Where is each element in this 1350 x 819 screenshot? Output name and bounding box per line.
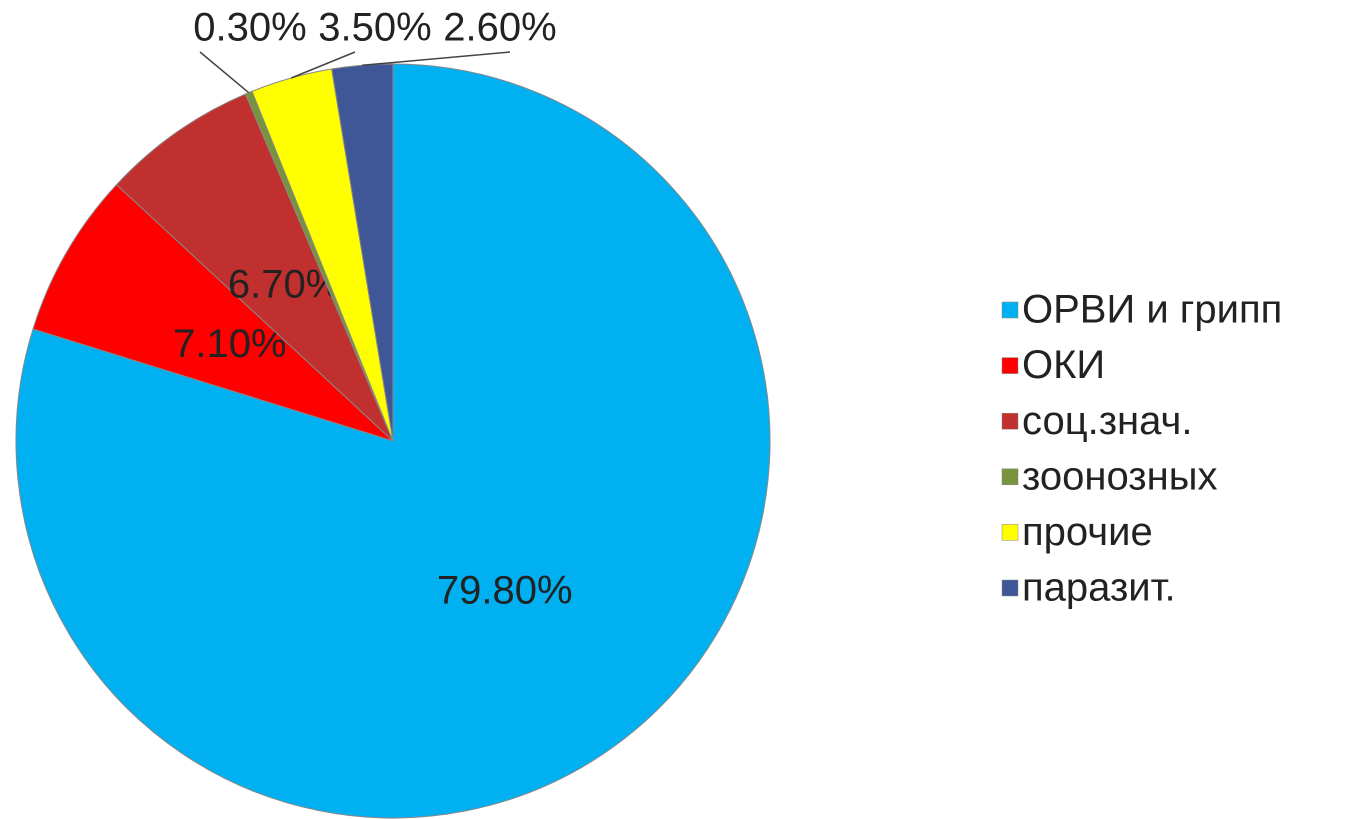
legend-swatch [1001,301,1019,319]
legend-swatch [1001,357,1019,374]
legend-swatch [1001,524,1019,541]
data-label: 7.10% [173,322,286,366]
legend-label: паразит. [1022,566,1176,610]
pie-slice [115,93,394,442]
legend-label: ОКИ [1022,343,1105,387]
leader-line [199,51,250,94]
legend-swatch [1001,468,1019,486]
legend-label: зоонозных [1022,454,1217,498]
legend-label: ОРВИ и грипп [1022,288,1282,332]
leader-line [362,51,511,67]
data-label: 0.30% [193,6,306,50]
leader-line [290,51,356,79]
data-label: 2.60% [443,6,556,50]
legend-label: соц.знач. [1022,399,1192,443]
legend-swatch [1001,412,1019,430]
legend-swatch [1001,579,1019,597]
data-label: 3.50% [318,6,431,50]
pie-slice [32,183,394,442]
data-label: 79.80% [437,568,573,612]
legend-label: прочие [1022,510,1153,554]
pie-slice [15,63,771,819]
